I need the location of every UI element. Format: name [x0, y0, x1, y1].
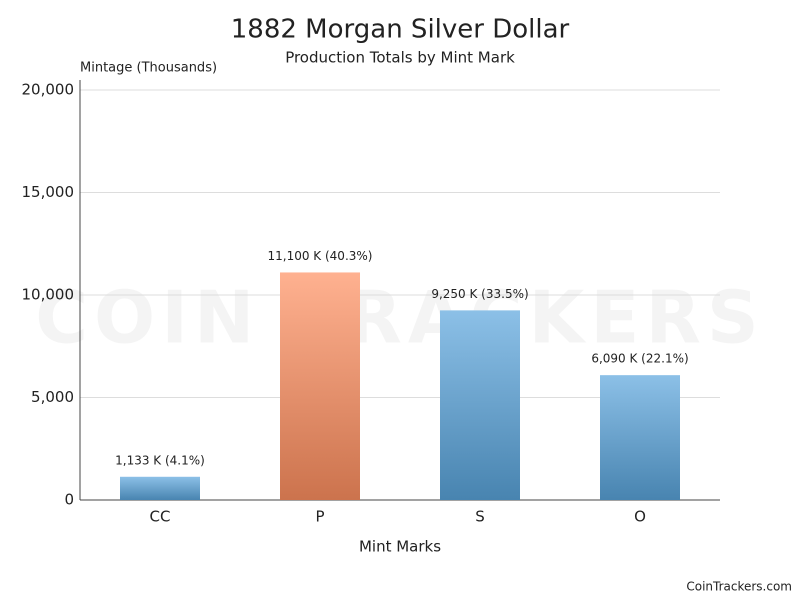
y-tick-label: 15,000 — [22, 183, 75, 201]
x-tick-label: P — [315, 508, 324, 526]
bar — [600, 375, 680, 500]
y-tick-label: 5,000 — [31, 388, 74, 406]
y-tick-label: 10,000 — [22, 286, 75, 304]
y-axis-label: Mintage (Thousands) — [80, 61, 217, 76]
watermark: COIN TRACKERS — [35, 276, 765, 360]
chart-subtitle: Production Totals by Mint Mark — [285, 49, 515, 67]
x-tick-label: S — [475, 508, 485, 526]
x-tick-label: O — [634, 508, 646, 526]
data-label: 9,250 K (33.5%) — [431, 287, 528, 301]
x-tick-label: CC — [150, 508, 171, 526]
data-label: 1,133 K (4.1%) — [115, 453, 205, 467]
source: CoinTrackers.com — [686, 580, 792, 594]
bar — [280, 272, 360, 500]
y-tick-label: 20,000 — [22, 81, 75, 99]
chart-title: 1882 Morgan Silver Dollar — [231, 15, 570, 45]
bar — [440, 310, 520, 500]
bar — [120, 476, 200, 500]
y-tick-label: 0 — [64, 491, 74, 509]
data-label: 6,090 K (22.1%) — [591, 352, 688, 366]
x-axis-label: Mint Marks — [359, 538, 441, 556]
data-label: 11,100 K (40.3%) — [268, 249, 373, 263]
